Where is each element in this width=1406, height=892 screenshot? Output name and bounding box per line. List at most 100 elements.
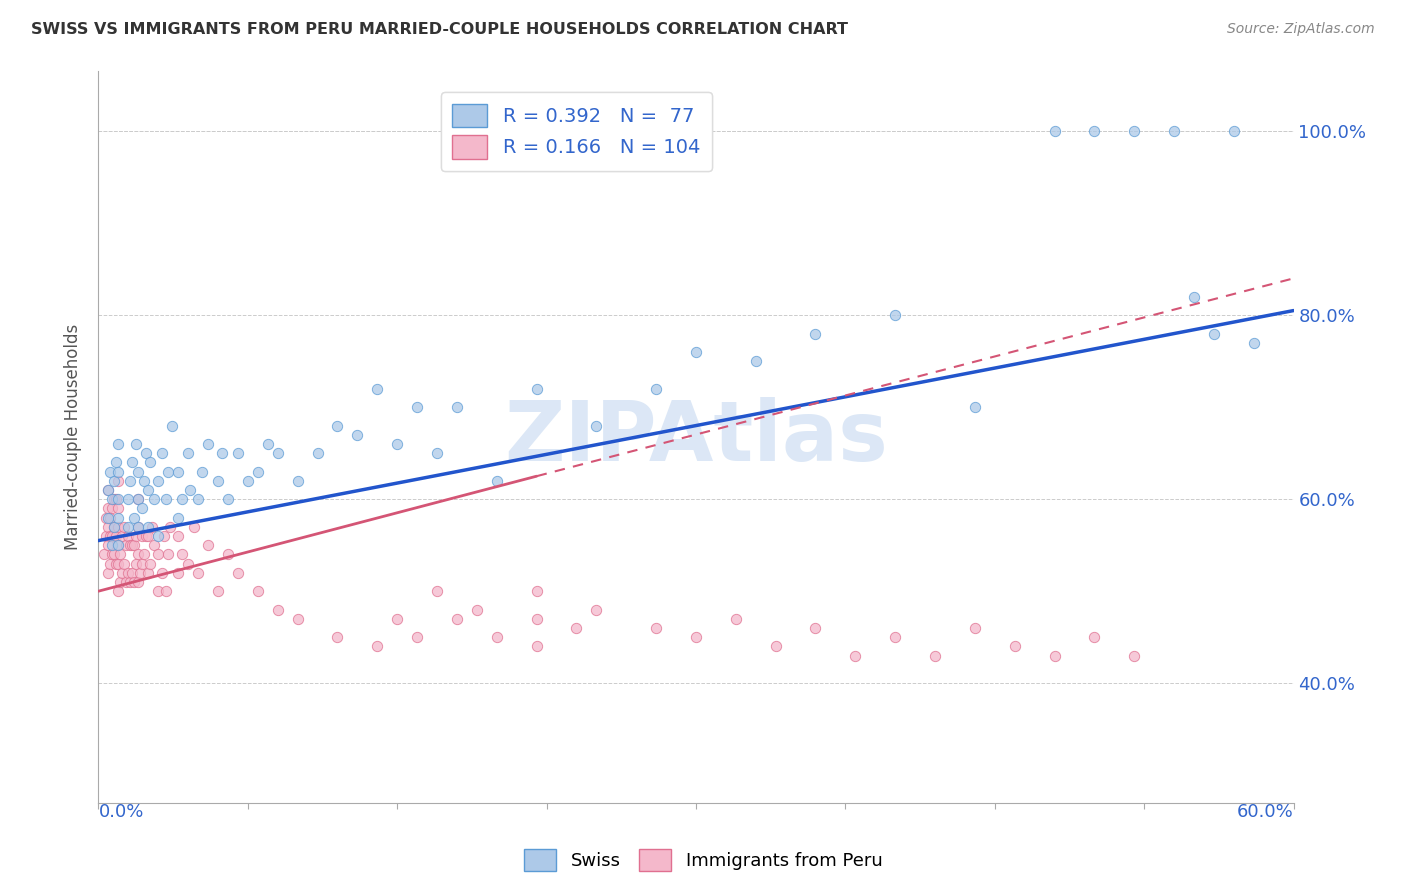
Point xyxy=(150,446,173,460)
Point xyxy=(179,483,201,497)
Point xyxy=(97,538,120,552)
Point xyxy=(136,520,159,534)
Point xyxy=(117,529,139,543)
Point xyxy=(97,520,120,534)
Point xyxy=(98,557,122,571)
Point xyxy=(167,510,190,524)
Point xyxy=(366,382,388,396)
Point xyxy=(127,520,149,534)
Point xyxy=(121,566,143,580)
Point xyxy=(267,602,290,616)
Point xyxy=(141,520,163,534)
Point xyxy=(125,437,148,451)
Point xyxy=(124,574,146,589)
Point xyxy=(111,529,134,543)
Point xyxy=(426,584,449,599)
Point xyxy=(197,538,219,552)
Point xyxy=(685,345,707,359)
Point xyxy=(172,548,194,562)
Point xyxy=(226,446,249,460)
Point xyxy=(765,640,787,654)
Point xyxy=(211,446,233,460)
Point xyxy=(426,446,449,460)
Point xyxy=(136,529,159,543)
Point xyxy=(159,520,181,534)
Point xyxy=(287,612,309,626)
Point xyxy=(246,584,269,599)
Point xyxy=(187,566,209,580)
Point xyxy=(117,566,139,580)
Point xyxy=(585,418,607,433)
Point xyxy=(98,529,122,543)
Point xyxy=(565,621,588,635)
Point xyxy=(1043,124,1066,138)
Point xyxy=(115,538,138,552)
Point xyxy=(107,538,129,552)
Point xyxy=(135,529,157,543)
Point xyxy=(96,510,118,524)
Point xyxy=(465,602,488,616)
Point xyxy=(136,483,159,497)
Point xyxy=(103,474,125,488)
Point xyxy=(97,483,120,497)
Point xyxy=(167,465,190,479)
Point xyxy=(105,455,128,469)
Point xyxy=(135,446,157,460)
Point xyxy=(98,465,122,479)
Point xyxy=(107,474,129,488)
Point xyxy=(177,557,200,571)
Point xyxy=(136,566,159,580)
Point xyxy=(125,529,148,543)
Point xyxy=(645,382,668,396)
Point xyxy=(107,465,129,479)
Point xyxy=(963,621,986,635)
Point xyxy=(160,418,183,433)
Point xyxy=(107,557,129,571)
Point xyxy=(105,492,128,507)
Point xyxy=(101,501,124,516)
Point xyxy=(97,501,120,516)
Point xyxy=(287,474,309,488)
Point xyxy=(153,529,176,543)
Point xyxy=(226,566,249,580)
Point xyxy=(107,510,129,524)
Point xyxy=(267,446,290,460)
Point xyxy=(724,612,747,626)
Point xyxy=(1223,124,1246,138)
Point xyxy=(526,584,548,599)
Point xyxy=(191,465,214,479)
Text: SWISS VS IMMIGRANTS FROM PERU MARRIED-COUPLE HOUSEHOLDS CORRELATION CHART: SWISS VS IMMIGRANTS FROM PERU MARRIED-CO… xyxy=(31,22,848,37)
Point xyxy=(103,520,125,534)
Text: ZIPAtlas: ZIPAtlas xyxy=(503,397,889,477)
Point xyxy=(117,520,139,534)
Point xyxy=(107,584,129,599)
Point xyxy=(120,474,142,488)
Point xyxy=(148,529,170,543)
Point xyxy=(157,548,180,562)
Point xyxy=(526,382,548,396)
Point xyxy=(96,529,118,543)
Point xyxy=(107,520,129,534)
Point xyxy=(307,446,329,460)
Point xyxy=(1083,124,1105,138)
Point xyxy=(485,630,508,644)
Point xyxy=(183,520,205,534)
Point xyxy=(110,574,132,589)
Point xyxy=(1243,335,1265,350)
Point xyxy=(107,538,129,552)
Point xyxy=(101,538,124,552)
Point xyxy=(103,548,125,562)
Point xyxy=(187,492,209,507)
Point xyxy=(112,557,135,571)
Point xyxy=(346,427,368,442)
Point xyxy=(127,574,149,589)
Point xyxy=(406,630,429,644)
Point xyxy=(134,474,156,488)
Point xyxy=(127,520,149,534)
Point xyxy=(105,529,128,543)
Point xyxy=(107,437,129,451)
Point xyxy=(98,510,122,524)
Point xyxy=(844,648,866,663)
Point xyxy=(585,602,607,616)
Point xyxy=(148,584,170,599)
